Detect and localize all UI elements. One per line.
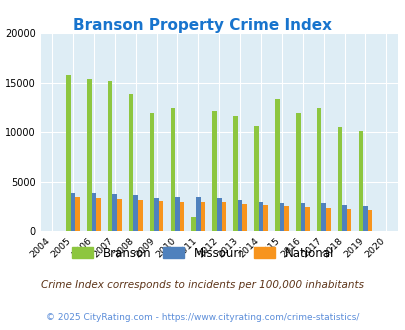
Bar [362,206,367,231]
Bar [346,209,351,231]
Bar [112,194,117,231]
Bar [242,204,246,231]
Bar [212,111,216,231]
Bar [70,193,75,231]
Bar [158,201,163,231]
Bar [321,203,325,231]
Bar [279,203,283,231]
Bar [66,75,70,231]
Bar [300,203,305,231]
Bar [325,208,330,231]
Bar [221,202,226,231]
Bar [200,202,205,231]
Bar [87,79,92,231]
Bar [75,197,80,231]
Bar [170,108,175,231]
Bar [316,108,321,231]
Bar [232,116,237,231]
Bar [284,206,288,231]
Bar [258,202,263,231]
Text: © 2025 CityRating.com - https://www.cityrating.com/crime-statistics/: © 2025 CityRating.com - https://www.city… [46,313,359,322]
Text: Branson Property Crime Index: Branson Property Crime Index [73,18,332,33]
Text: Crime Index corresponds to incidents per 100,000 inhabitants: Crime Index corresponds to incidents per… [41,280,364,290]
Bar [92,193,96,231]
Bar [108,81,112,231]
Bar [305,207,309,231]
Bar [179,202,184,231]
Bar [358,131,362,231]
Bar [117,199,121,231]
Bar [175,197,179,231]
Bar [196,197,200,231]
Bar [337,127,341,231]
Bar [274,99,279,231]
Bar [254,126,258,231]
Bar [128,94,133,231]
Bar [138,200,142,231]
Bar [263,205,267,231]
Legend: Branson, Missouri, National: Branson, Missouri, National [67,242,338,264]
Bar [237,200,242,231]
Bar [191,217,196,231]
Bar [154,198,158,231]
Bar [149,113,154,231]
Bar [96,198,100,231]
Bar [295,113,300,231]
Bar [216,198,221,231]
Bar [133,195,138,231]
Bar [341,205,346,231]
Bar [367,210,371,231]
